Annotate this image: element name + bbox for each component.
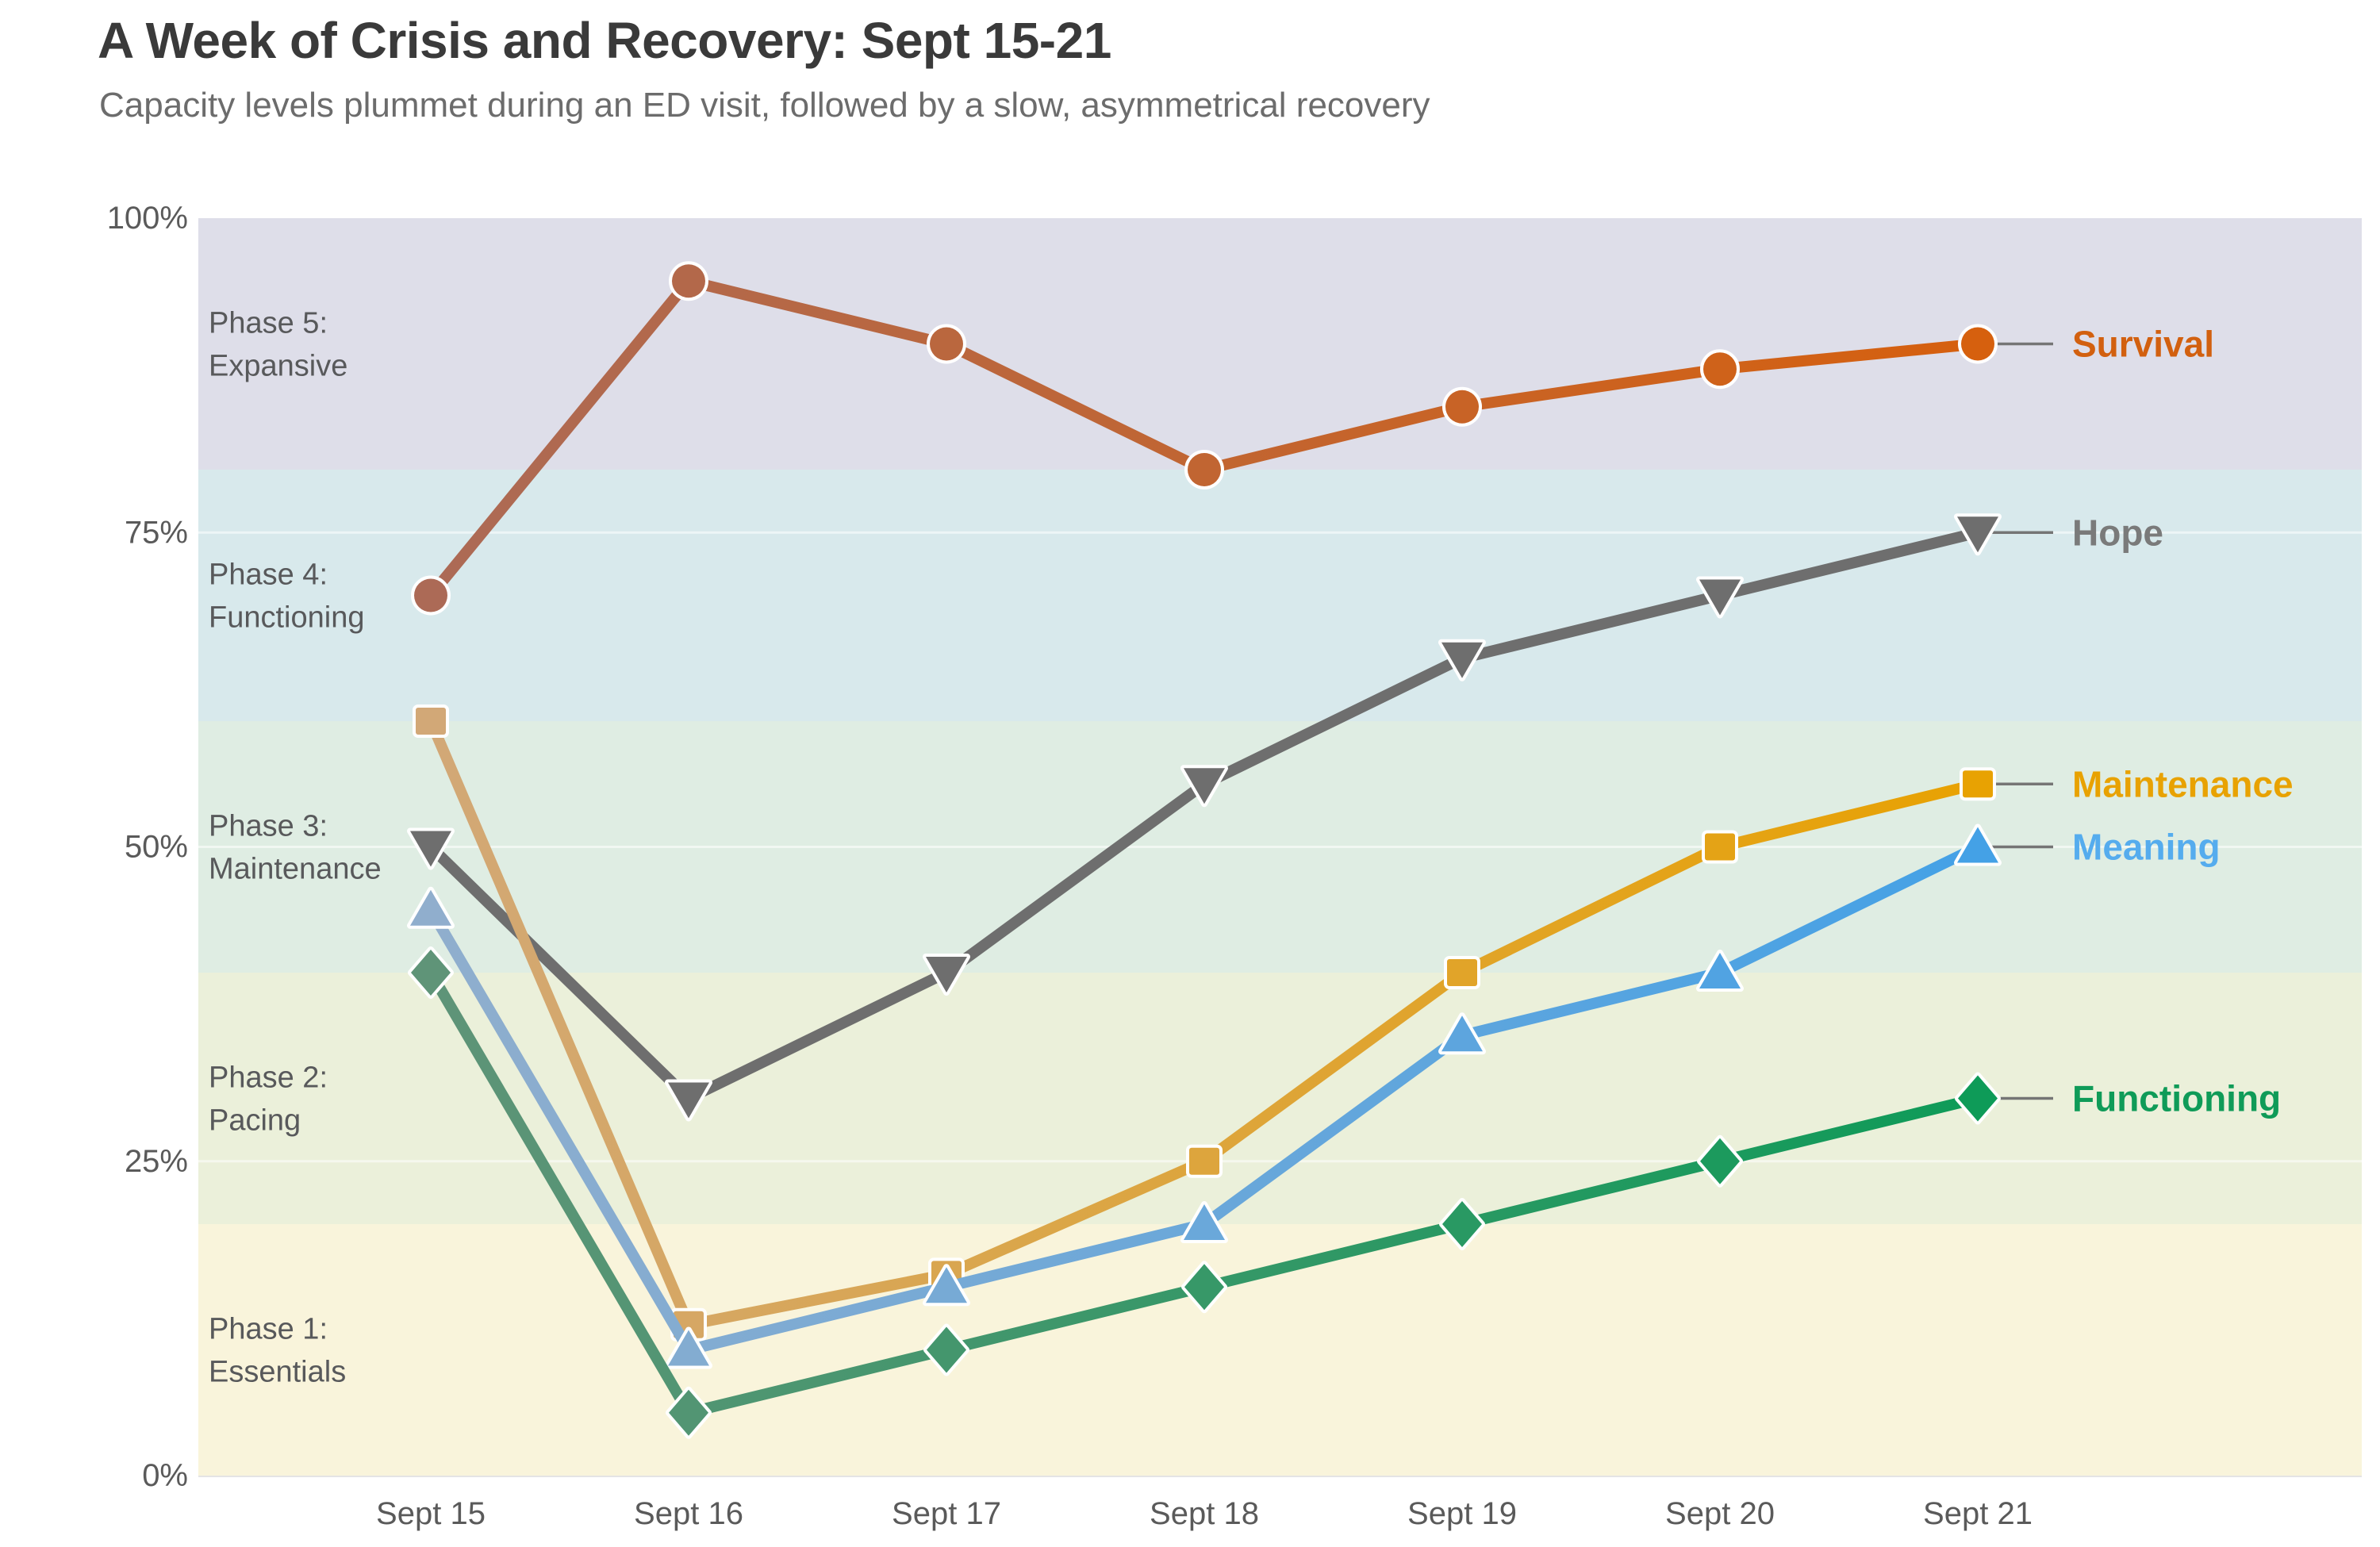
y-tick-75%: 75% [125, 515, 188, 550]
x-tick-sept-19: Sept 19 [1407, 1496, 1517, 1531]
data-point-functioning-sept-20 [1697, 1134, 1743, 1188]
data-point-functioning-sept-16 [666, 1386, 712, 1439]
series-label-meaning: Meaning [2072, 827, 2221, 868]
data-point-survival-sept-20 [1700, 349, 1740, 390]
x-tick-sept-21: Sept 21 [1923, 1496, 2033, 1531]
phase-band-1 [198, 1224, 2362, 1476]
data-point-maintenance-sept-20 [1702, 830, 1738, 864]
phase-label-4-line2: Functioning [209, 601, 364, 635]
x-tick-sept-15: Sept 15 [376, 1496, 486, 1531]
phase-label-3-line2: Maintenance [209, 853, 382, 886]
series-label-maintenance: Maintenance [2072, 763, 2294, 804]
data-point-meaning-sept-20 [1696, 950, 1744, 992]
data-point-hope-sept-15 [407, 827, 455, 870]
data-point-hope-sept-20 [1696, 576, 1744, 619]
data-point-meaning-sept-16 [665, 1326, 712, 1369]
series-label-hope: Hope [2072, 512, 2163, 553]
data-point-functioning-sept-18 [1181, 1261, 1227, 1314]
data-point-meaning-sept-19 [1438, 1012, 1486, 1055]
x-tick-sept-17: Sept 17 [892, 1496, 1001, 1531]
phase-label-3-line1: Phase 3: [209, 810, 328, 843]
phase-label-1-line2: Essentials [209, 1356, 346, 1389]
data-point-survival-sept-15 [411, 575, 451, 616]
x-tick-sept-16: Sept 16 [634, 1496, 743, 1531]
data-point-survival-sept-18 [1184, 450, 1224, 489]
data-point-functioning-sept-19 [1439, 1198, 1485, 1250]
y-tick-100%: 100% [107, 201, 188, 236]
phase-band-4 [198, 470, 2362, 721]
data-point-maintenance-sept-18 [1186, 1144, 1223, 1178]
chart-subtitle: Capacity levels plummet during an ED vis… [99, 86, 1430, 125]
phase-label-5-line2: Expansive [209, 350, 347, 383]
data-point-meaning-sept-17 [923, 1264, 970, 1307]
data-point-functioning-sept-21 [1955, 1072, 2001, 1125]
phase-label-2-line1: Phase 2: [209, 1061, 328, 1095]
data-point-functioning-sept-17 [923, 1323, 969, 1376]
data-point-meaning-sept-18 [1180, 1201, 1228, 1243]
phase-label-5-line1: Phase 5: [209, 307, 328, 340]
series-label-survival: Survival [2072, 324, 2214, 365]
y-tick-50%: 50% [125, 830, 188, 865]
data-point-hope-sept-21 [1954, 513, 2002, 556]
data-point-hope-sept-19 [1438, 639, 1486, 681]
phase-label-1-line1: Phase 1: [209, 1313, 328, 1346]
y-tick-25%: 25% [125, 1144, 188, 1179]
x-tick-sept-20: Sept 20 [1665, 1496, 1775, 1531]
data-point-functioning-sept-15 [408, 946, 454, 999]
data-point-survival-sept-17 [927, 324, 966, 364]
data-point-hope-sept-18 [1180, 765, 1228, 808]
phase-label-2-line2: Pacing [209, 1104, 301, 1138]
data-point-meaning-sept-21 [1954, 823, 2002, 866]
data-point-hope-sept-17 [923, 954, 970, 996]
data-point-survival-sept-19 [1442, 386, 1482, 427]
chart-title: A Week of Crisis and Recovery: Sept 15-2… [98, 12, 1111, 69]
y-tick-0%: 0% [142, 1458, 188, 1493]
x-tick-sept-18: Sept 18 [1150, 1496, 1259, 1531]
series-label-functioning: Functioning [2072, 1078, 2281, 1119]
data-point-meaning-sept-15 [407, 886, 455, 929]
data-point-hope-sept-16 [665, 1079, 712, 1122]
data-point-maintenance-sept-15 [413, 704, 449, 738]
data-point-maintenance-sept-19 [1444, 956, 1480, 989]
data-point-survival-sept-21 [1958, 324, 1998, 364]
data-point-survival-sept-16 [669, 261, 708, 301]
data-point-maintenance-sept-21 [1960, 767, 1996, 801]
phase-label-4-line1: Phase 4: [209, 559, 328, 592]
